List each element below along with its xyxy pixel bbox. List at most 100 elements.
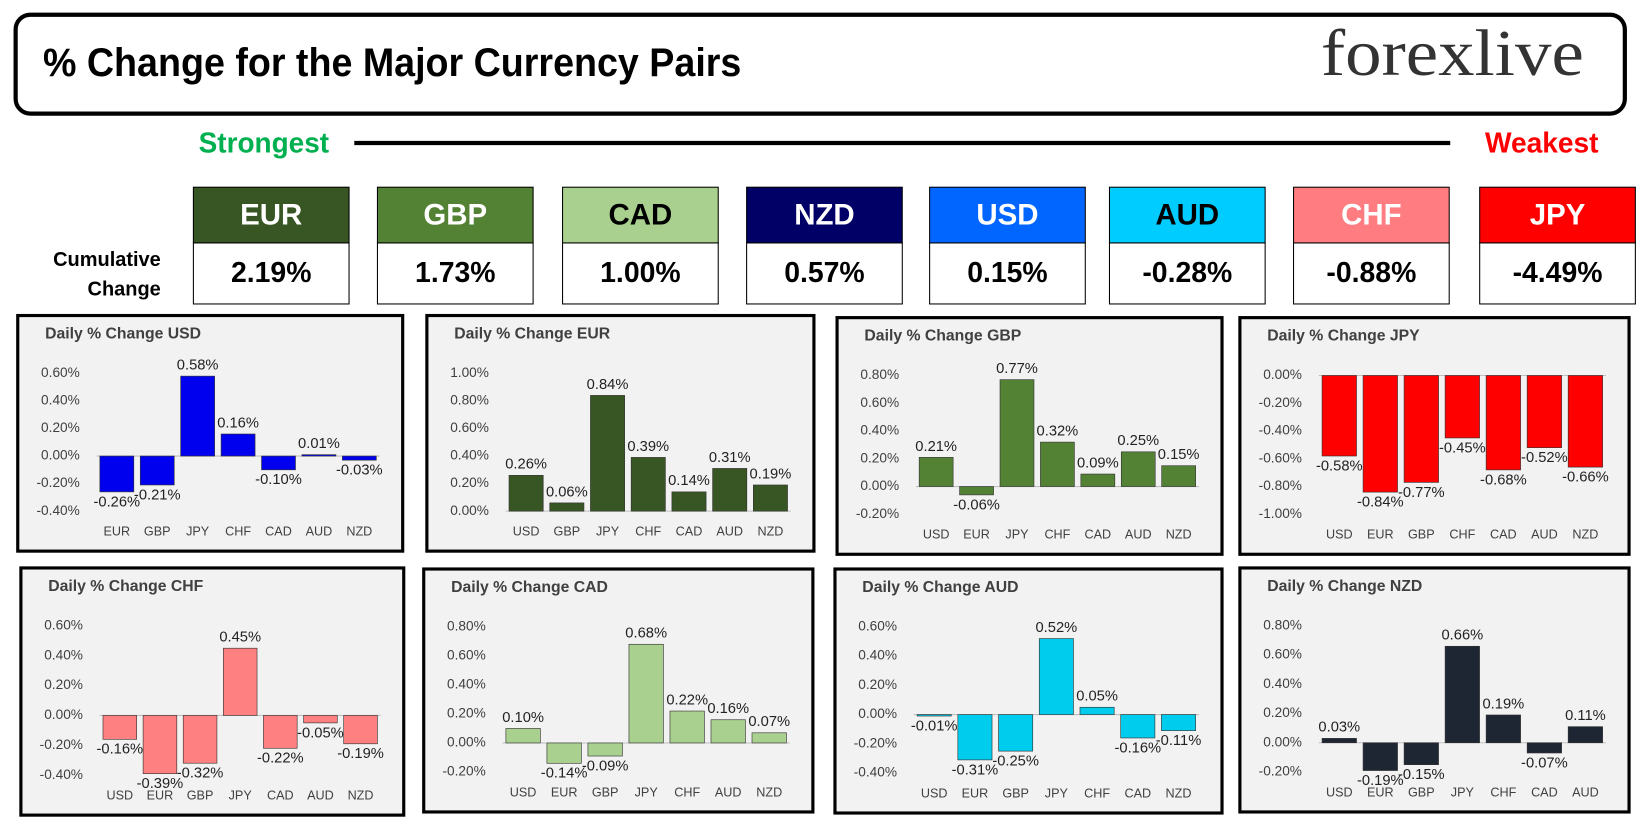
x-tick-label: CHF	[225, 525, 251, 539]
bar	[1526, 375, 1562, 448]
y-tick-label: 0.60%	[860, 395, 899, 410]
chart-title: Daily % Change AUD	[862, 579, 1018, 596]
value-label: -0.15%	[1398, 767, 1445, 783]
value-label: 0.19%	[1482, 696, 1524, 712]
value-label: -0.39%	[137, 776, 184, 792]
bar	[1079, 706, 1115, 715]
value-label: -0.01%	[911, 718, 958, 734]
y-tick-label: 0.60%	[447, 647, 486, 662]
x-tick-label: USD	[921, 786, 948, 800]
x-tick-label: CAD	[676, 525, 703, 539]
currency-header	[1479, 186, 1636, 244]
y-tick-label: 0.60%	[1263, 647, 1302, 662]
x-tick-label: GBP	[1002, 786, 1029, 800]
x-tick-label: GBP	[1408, 785, 1435, 799]
y-tick-label: 0.40%	[1263, 676, 1302, 691]
chart-panel	[422, 567, 815, 814]
value-label: -0.16%	[1114, 740, 1161, 756]
value-label: 0.68%	[625, 626, 667, 642]
x-tick-label: EUR	[1367, 528, 1394, 542]
y-tick-label: 0.60%	[44, 617, 83, 632]
value-label: -0.03%	[336, 463, 383, 479]
x-tick-label: CAD	[267, 789, 294, 803]
x-tick-label: USD	[513, 525, 540, 539]
y-tick-label: -0.60%	[1259, 450, 1302, 465]
x-tick-label: CHF	[1044, 528, 1070, 542]
value-label: -0.09%	[582, 758, 629, 774]
value-label: 0.16%	[217, 415, 259, 431]
bar	[1362, 375, 1398, 493]
currency-header	[192, 186, 350, 244]
value-label: -0.68%	[1480, 472, 1527, 488]
bar	[1080, 473, 1116, 487]
currency-name: JPY	[1530, 198, 1586, 231]
y-tick-label: 0.40%	[447, 677, 486, 692]
value-label: 0.11%	[1565, 708, 1606, 724]
value-label: 0.03%	[1318, 720, 1360, 736]
bar	[1526, 742, 1562, 754]
y-tick-label: 0.20%	[44, 677, 83, 692]
chart-title: Daily % Change NZD	[1267, 578, 1422, 595]
cumulative-change: 1.73%	[415, 257, 495, 289]
y-tick-label: 0.20%	[447, 706, 486, 721]
x-tick-label: EUR	[551, 785, 578, 799]
x-tick-label: JPY	[229, 789, 253, 803]
x-tick-label: USD	[510, 785, 537, 799]
y-tick-label: 0.40%	[41, 393, 80, 408]
x-tick-label: JPY	[1005, 528, 1029, 542]
weakest-label: Weakest	[1485, 128, 1599, 160]
currency-header	[376, 186, 534, 244]
cumulative-change: 2.19%	[231, 257, 311, 289]
value-label: -0.25%	[992, 754, 1039, 770]
y-tick-label: -0.40%	[854, 765, 897, 780]
x-tick-label: CHF	[1084, 786, 1110, 800]
value-label: -0.10%	[255, 472, 302, 488]
x-tick-label: AUD	[307, 789, 334, 803]
value-label: -0.19%	[1357, 773, 1404, 789]
bar	[549, 502, 585, 512]
x-tick-label: EUR	[147, 789, 174, 803]
change-cell	[746, 242, 903, 305]
value-label: 0.19%	[750, 466, 792, 482]
change-cell	[1108, 242, 1266, 305]
strongest-label: Strongest	[199, 128, 330, 160]
x-tick-label: CAD	[1124, 786, 1151, 800]
x-tick-label: USD	[1326, 528, 1353, 542]
x-tick-label: JPY	[1045, 786, 1069, 800]
bar	[1444, 645, 1480, 744]
x-tick-label: GBP	[1408, 528, 1435, 542]
chart-panel	[833, 567, 1224, 815]
bar	[916, 714, 952, 717]
currency-name: CHF	[1341, 198, 1402, 231]
currency-name: USD	[976, 198, 1038, 231]
bar	[505, 728, 541, 744]
x-tick-label: NZD	[1572, 528, 1598, 542]
value-label: 0.09%	[1077, 455, 1119, 471]
value-label: 0.10%	[502, 710, 544, 726]
value-label: 0.25%	[1117, 433, 1159, 449]
currency-name: NZD	[794, 198, 855, 231]
value-label: -0.11%	[1156, 733, 1202, 749]
x-tick-label: GBP	[144, 525, 171, 539]
y-tick-label: 0.00%	[1263, 734, 1302, 749]
cumulative-change: -0.28%	[1142, 257, 1232, 289]
bar	[223, 647, 258, 716]
bar	[710, 719, 746, 744]
value-label: -0.22%	[257, 751, 304, 767]
x-tick-label: JPY	[635, 785, 659, 799]
value-label: 0.05%	[1076, 689, 1118, 705]
y-tick-label: 0.00%	[860, 478, 899, 493]
chart-panel	[19, 566, 406, 817]
y-tick-label: -0.20%	[37, 475, 80, 490]
y-tick-label: 0.60%	[450, 420, 489, 435]
x-tick-label: CAD	[1490, 528, 1517, 542]
y-tick-label: 1.00%	[450, 365, 489, 380]
value-label: 0.52%	[1035, 620, 1077, 636]
bar	[1485, 375, 1521, 471]
value-label: -0.58%	[1316, 458, 1363, 474]
y-tick-label: 0.20%	[1263, 705, 1302, 720]
value-label: -0.16%	[97, 742, 144, 758]
value-label: -0.84%	[1357, 495, 1404, 511]
bar	[182, 715, 218, 764]
